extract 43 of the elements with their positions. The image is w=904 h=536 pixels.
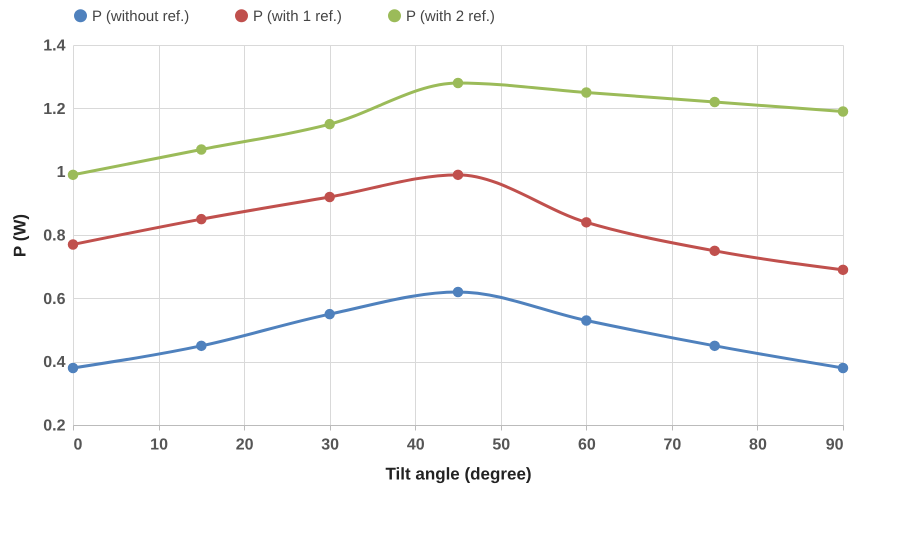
x-tick-label: 60 <box>578 436 596 454</box>
x-tick-label: 0 <box>74 436 82 454</box>
point <box>68 362 78 374</box>
point <box>838 106 848 117</box>
y-tick-label: 0.8 <box>43 228 66 244</box>
point <box>196 340 207 352</box>
point <box>581 87 592 98</box>
x-tick-label: 70 <box>663 436 682 454</box>
point <box>838 264 848 276</box>
point <box>581 217 592 228</box>
point <box>196 144 207 155</box>
point <box>452 286 464 298</box>
point <box>324 118 335 130</box>
x-tick-label: 50 <box>492 436 510 454</box>
y-tick-label: 0.4 <box>43 354 66 372</box>
legend-label: P (with 1 ref.) <box>253 8 342 25</box>
legend-label: P (without ref.) <box>92 8 190 25</box>
y-tick-label: 0.2 <box>43 418 66 434</box>
x-tick-label: 20 <box>236 436 254 454</box>
point <box>452 170 464 180</box>
point <box>68 239 78 250</box>
x-tick-label: 90 <box>826 436 844 454</box>
y-tick-label: 1.4 <box>43 38 66 54</box>
y-tick-label: 0.6 <box>43 290 66 308</box>
point <box>709 340 720 352</box>
x-tick-label: 80 <box>749 436 767 454</box>
legend-label: P (with 2 ref.) <box>406 8 495 25</box>
x-tick-label: 40 <box>406 436 425 454</box>
point <box>581 315 592 326</box>
point <box>709 246 720 256</box>
y-axis-title: P (W) <box>10 214 30 258</box>
x-axis-title: Tilt angle (degree) <box>385 464 532 484</box>
y-tick-label: 1 <box>56 164 66 182</box>
point <box>68 170 78 180</box>
x-tick-label: 30 <box>321 436 340 454</box>
x-tick-label: 10 <box>150 436 168 454</box>
y-tick-label: 1.2 <box>43 100 66 118</box>
point <box>838 362 848 374</box>
point <box>709 96 720 108</box>
point <box>324 308 335 320</box>
point <box>324 192 335 202</box>
point <box>196 214 207 224</box>
point <box>452 78 464 88</box>
